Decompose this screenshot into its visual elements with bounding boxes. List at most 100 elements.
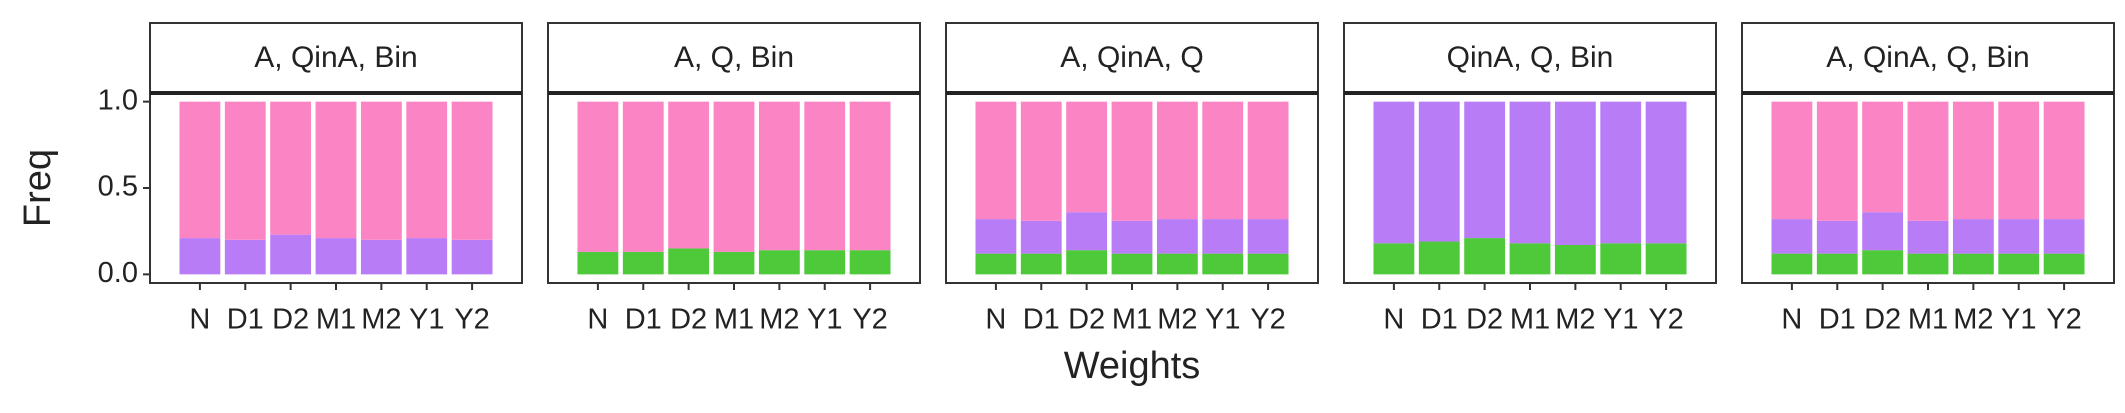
bar-segment (1816, 220, 1858, 254)
x-tick-label: Y1 (2001, 304, 2036, 336)
bar-segment (1907, 253, 1949, 275)
strip-title: A, Q, Bin (674, 41, 794, 74)
x-tick-label: D2 (1068, 304, 1105, 336)
bar-segment (1156, 253, 1198, 275)
bar-segment (1600, 101, 1642, 244)
strip (149, 22, 523, 94)
y-tick-label: 0.5 (98, 171, 138, 203)
bar-segment (577, 251, 619, 275)
bar-segment (1066, 212, 1108, 251)
x-tick-label: Y2 (852, 304, 887, 336)
bar-segment (1020, 253, 1062, 275)
x-tick-label: Y2 (2046, 304, 2081, 336)
bar-segment (1020, 220, 1062, 254)
bar-segment (1771, 253, 1813, 275)
bar-segment (1862, 101, 1904, 213)
strip-title: A, QinA, Q, Bin (1826, 41, 2029, 74)
x-tick-label: Y2 (454, 304, 489, 336)
x-tick-label: Y1 (1603, 304, 1638, 336)
bar-segment (975, 253, 1017, 275)
x-tick-label: N (985, 304, 1006, 336)
bar-segment (975, 219, 1017, 254)
bar-segment (224, 101, 266, 240)
x-tick-label: N (587, 304, 608, 336)
strip-title: A, QinA, Bin (254, 41, 417, 74)
bar-segment (1418, 241, 1460, 275)
bar-segment (849, 250, 891, 275)
bar-segment (1509, 243, 1551, 275)
x-tick-label: D2 (670, 304, 707, 336)
x-tick-label: D1 (1421, 304, 1458, 336)
bar-segment (451, 239, 493, 275)
bar-segment (1998, 219, 2040, 254)
bar-segment (668, 101, 710, 249)
bar-segment (1998, 101, 2040, 220)
bar-segment (1066, 101, 1108, 213)
bar-segment (1952, 253, 1994, 275)
bar-segment (1202, 101, 1244, 220)
y-tick-label: 1.0 (98, 84, 138, 116)
x-axis-title: Weights (1064, 345, 1201, 387)
x-tick-label: Y1 (1205, 304, 1240, 336)
bar-segment (1509, 101, 1551, 244)
bar-segment (668, 248, 710, 275)
bar-segment (1418, 101, 1460, 242)
x-tick-label: Y2 (1648, 304, 1683, 336)
x-tick-label: M1 (1510, 304, 1550, 336)
y-tick-label: 0.0 (98, 257, 138, 289)
bar-segment (1247, 219, 1289, 254)
bar-segment (179, 101, 221, 239)
bar-segment (1998, 253, 2040, 275)
bar-segment (2043, 253, 2085, 275)
bar-segment (1645, 243, 1687, 275)
bar-segment (1111, 253, 1153, 275)
bar-segment (1111, 101, 1153, 221)
bar-segment (179, 238, 221, 275)
bar-segment (270, 101, 312, 235)
x-tick-label: M2 (1953, 304, 1993, 336)
x-tick-label: D2 (1864, 304, 1901, 336)
bar-segment (713, 251, 755, 275)
bar-segment (758, 250, 800, 275)
bar-segment (1464, 101, 1506, 239)
bar-segment (224, 239, 266, 275)
bar-segment (360, 101, 402, 240)
bar-segment (849, 101, 891, 251)
bar-segment (1816, 101, 1858, 221)
bar-segment (975, 101, 1017, 220)
bar-segment (577, 101, 619, 252)
strip-title: QinA, Q, Bin (1447, 41, 1614, 74)
bar-segment (2043, 219, 2085, 254)
x-tick-label: M1 (316, 304, 356, 336)
bar-segment (1202, 253, 1244, 275)
x-tick-label: M2 (1555, 304, 1595, 336)
bar-segment (315, 238, 357, 275)
bar-segment (1111, 220, 1153, 254)
bar-segment (270, 234, 312, 275)
bar-segment (1771, 219, 1813, 254)
strip (1741, 22, 2115, 94)
x-tick-label: M1 (1112, 304, 1152, 336)
x-tick-label: D1 (1023, 304, 1060, 336)
y-axis-title: Freq (17, 149, 59, 227)
bar-segment (406, 238, 448, 275)
bar-segment (1247, 101, 1289, 220)
x-tick-label: D1 (625, 304, 662, 336)
bar-segment (1645, 101, 1687, 244)
bar-segment (1202, 219, 1244, 254)
x-tick-label: D2 (1466, 304, 1503, 336)
bar-segment (2043, 101, 2085, 220)
bar-segment (1156, 219, 1198, 254)
bar-segment (1247, 253, 1289, 275)
bar-segment (622, 101, 664, 252)
x-tick-label: Y1 (807, 304, 842, 336)
strip (547, 22, 921, 94)
x-tick-label: D1 (1819, 304, 1856, 336)
x-tick-label: M1 (714, 304, 754, 336)
bar-segment (1554, 101, 1596, 246)
bar-segment (1156, 101, 1198, 220)
x-tick-label: Y2 (1250, 304, 1285, 336)
x-tick-label: D1 (227, 304, 264, 336)
bar-segment (622, 251, 664, 275)
bar-segment (360, 239, 402, 275)
